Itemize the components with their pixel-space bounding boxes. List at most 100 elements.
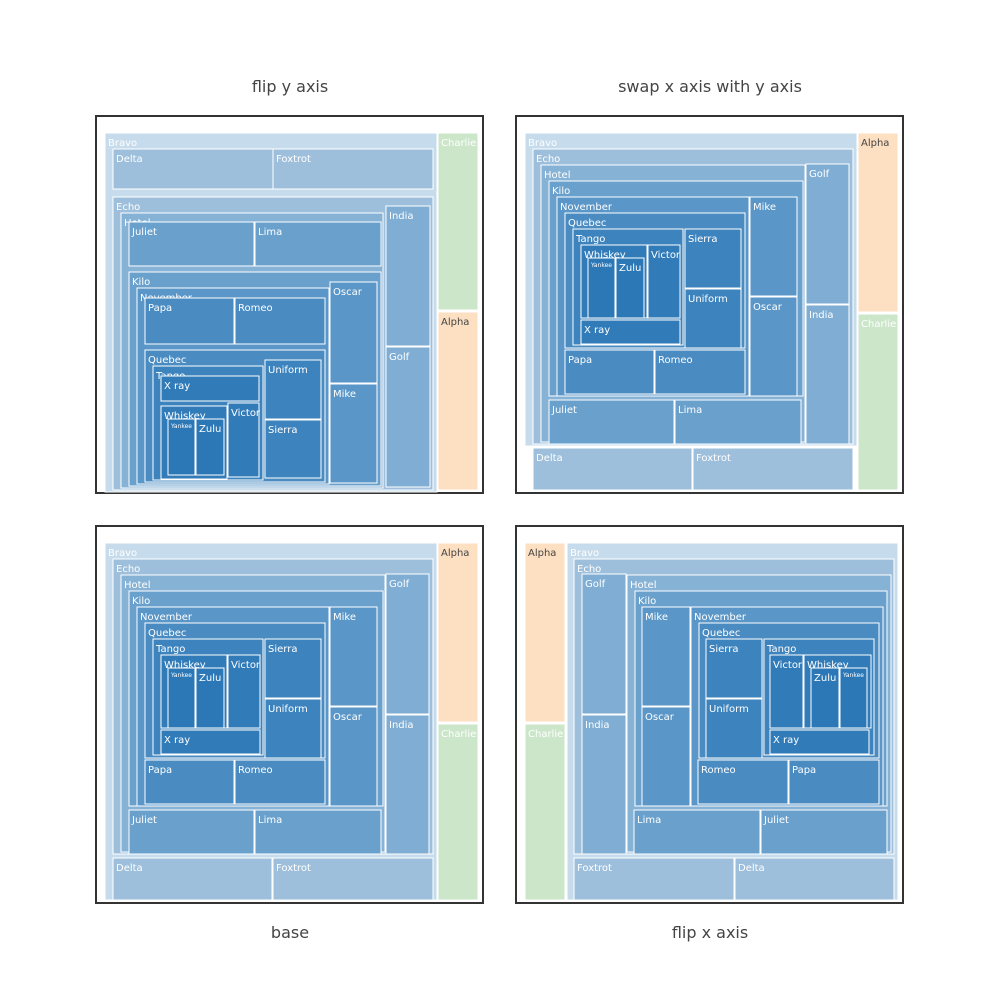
treemap-tile-oscar[interactable] bbox=[329, 706, 378, 807]
treemap-tile-alpha[interactable] bbox=[524, 542, 566, 723]
treemap-tile-charlie[interactable] bbox=[437, 132, 479, 311]
panel-title-flip-x-axis: flip x axis bbox=[671, 923, 749, 942]
treemap-tile-golf[interactable] bbox=[385, 346, 431, 488]
treemap-tile-charlie[interactable] bbox=[524, 723, 566, 901]
treemap-tile-charlie[interactable] bbox=[437, 723, 479, 901]
treemap-tile-sierra[interactable] bbox=[684, 228, 742, 289]
treemap-tile-zulu[interactable] bbox=[195, 418, 225, 476]
treemap-tile-victor[interactable] bbox=[227, 402, 260, 478]
tile-label-papa: Papa bbox=[148, 765, 172, 776]
tile-label-quebec: Quebec bbox=[568, 218, 606, 229]
tile-label-oscar: Oscar bbox=[645, 712, 675, 723]
treemap-tile-foxtrot[interactable] bbox=[272, 148, 434, 190]
treemap-tile-alpha[interactable] bbox=[437, 311, 479, 491]
treemap-tile-uniform[interactable] bbox=[264, 698, 322, 759]
treemap-tile-x-ray[interactable] bbox=[769, 729, 870, 755]
treemap-tile-lima[interactable] bbox=[633, 809, 761, 855]
treemap-tile-foxtrot[interactable] bbox=[272, 857, 434, 901]
tile-label-tango: Tango bbox=[766, 644, 796, 655]
treemap-tile-lima[interactable] bbox=[674, 399, 802, 445]
tile-label-papa: Papa bbox=[792, 765, 816, 776]
tile-label-kilo: Kilo bbox=[552, 186, 570, 197]
tile-label-echo: Echo bbox=[536, 154, 560, 165]
treemap-tile-yankee[interactable] bbox=[167, 418, 196, 476]
treemap-tile-golf[interactable] bbox=[385, 573, 430, 715]
treemap-tile-zulu[interactable] bbox=[195, 667, 225, 729]
tile-label-zulu: Zulu bbox=[199, 424, 221, 435]
treemap-tile-juliet[interactable] bbox=[128, 221, 255, 267]
treemap-tile-delta[interactable] bbox=[532, 447, 693, 491]
treemap-tile-yankee[interactable] bbox=[587, 257, 616, 319]
treemap-tile-alpha[interactable] bbox=[857, 132, 899, 313]
treemap-tile-uniform[interactable] bbox=[705, 698, 763, 759]
treemap-tile-charlie[interactable] bbox=[857, 313, 899, 491]
treemap-tile-zulu[interactable] bbox=[615, 257, 645, 319]
treemap-tile-papa[interactable] bbox=[564, 349, 655, 395]
treemap-tile-yankee[interactable] bbox=[167, 667, 196, 729]
treemap-tile-romeo[interactable] bbox=[234, 297, 326, 345]
treemap-tile-uniform[interactable] bbox=[684, 288, 742, 349]
treemap-tile-romeo[interactable] bbox=[234, 759, 326, 805]
treemap-tile-india[interactable] bbox=[581, 714, 627, 855]
treemap-tile-delta[interactable] bbox=[112, 148, 274, 190]
tile-label-juliet: Juliet bbox=[131, 815, 157, 826]
tile-label-x-ray: X ray bbox=[164, 735, 190, 746]
tile-label-india: India bbox=[585, 720, 610, 731]
treemap-tile-foxtrot[interactable] bbox=[692, 447, 854, 491]
tile-label-romeo: Romeo bbox=[238, 765, 273, 776]
treemap-tile-mike[interactable] bbox=[641, 606, 691, 707]
tile-label-sierra: Sierra bbox=[709, 644, 738, 655]
treemap-tile-india[interactable] bbox=[385, 714, 430, 855]
tile-label-india: India bbox=[389, 720, 414, 731]
treemap-tile-oscar[interactable] bbox=[749, 296, 798, 397]
treemap-tile-mike[interactable] bbox=[329, 606, 378, 707]
treemap-tile-x-ray[interactable] bbox=[160, 729, 261, 755]
tile-label-charlie: Charlie bbox=[441, 138, 476, 149]
treemap-tile-juliet[interactable] bbox=[548, 399, 675, 445]
treemap-tile-oscar[interactable] bbox=[641, 706, 691, 807]
treemap-tile-papa[interactable] bbox=[144, 759, 235, 805]
treemap-tile-india[interactable] bbox=[805, 304, 850, 445]
tile-label-india: India bbox=[389, 211, 414, 222]
tile-label-victor: Victor bbox=[231, 408, 261, 419]
treemap-tile-alpha[interactable] bbox=[437, 542, 479, 723]
tile-label-papa: Papa bbox=[148, 303, 172, 314]
tile-label-foxtrot: Foxtrot bbox=[577, 863, 612, 874]
treemap-tile-mike[interactable] bbox=[749, 196, 798, 297]
treemap-tile-victor[interactable] bbox=[769, 654, 804, 729]
treemap-tile-yankee[interactable] bbox=[839, 667, 868, 729]
treemap-tile-juliet[interactable] bbox=[128, 809, 255, 855]
treemap-tile-zulu[interactable] bbox=[810, 667, 840, 729]
treemap-tile-uniform[interactable] bbox=[264, 359, 322, 420]
treemap-tile-delta[interactable] bbox=[112, 857, 273, 901]
treemap-tile-lima[interactable] bbox=[254, 809, 382, 855]
tile-label-zulu: Zulu bbox=[199, 673, 221, 684]
tile-label-oscar: Oscar bbox=[333, 712, 363, 723]
treemap-tile-romeo[interactable] bbox=[697, 759, 789, 805]
treemap-tile-india[interactable] bbox=[385, 205, 431, 347]
treemap-tile-golf[interactable] bbox=[581, 573, 627, 715]
treemap-tile-victor[interactable] bbox=[227, 654, 261, 729]
treemap-tile-sierra[interactable] bbox=[705, 638, 763, 699]
treemap-tile-juliet[interactable] bbox=[760, 809, 888, 855]
treemap-tile-x-ray[interactable] bbox=[580, 319, 681, 345]
tile-label-bravo: Bravo bbox=[108, 138, 137, 149]
treemap-tile-sierra[interactable] bbox=[264, 638, 322, 699]
treemap-tile-foxtrot[interactable] bbox=[573, 857, 735, 901]
treemap-tile-delta[interactable] bbox=[734, 857, 895, 901]
treemap-tile-oscar[interactable] bbox=[329, 281, 378, 384]
treemap-tile-papa[interactable] bbox=[144, 297, 235, 345]
tile-label-tango: Tango bbox=[575, 234, 605, 245]
tile-label-uniform: Uniform bbox=[268, 365, 308, 376]
treemap-tile-victor[interactable] bbox=[647, 244, 681, 319]
tile-label-uniform: Uniform bbox=[268, 704, 308, 715]
treemap-tile-golf[interactable] bbox=[805, 163, 850, 305]
tile-label-bravo: Bravo bbox=[570, 548, 599, 559]
treemap-tile-romeo[interactable] bbox=[654, 349, 746, 395]
treemap-tile-mike[interactable] bbox=[329, 383, 378, 484]
tile-label-golf: Golf bbox=[389, 352, 410, 363]
treemap-tile-lima[interactable] bbox=[254, 221, 382, 267]
treemap-tile-sierra[interactable] bbox=[264, 419, 322, 479]
treemap-tile-papa[interactable] bbox=[788, 759, 880, 805]
treemap-tile-x-ray[interactable] bbox=[160, 375, 260, 402]
